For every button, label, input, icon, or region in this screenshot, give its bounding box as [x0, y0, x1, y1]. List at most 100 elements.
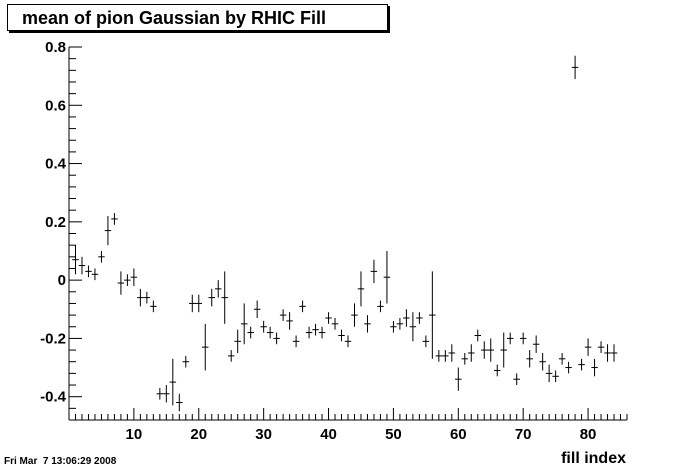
data-point [130, 268, 138, 286]
data-point [150, 300, 157, 313]
data-point [519, 332, 527, 345]
x-tick-label: 80 [580, 426, 597, 443]
data-point [124, 274, 131, 286]
data-point [214, 280, 222, 298]
x-tick-label: 40 [320, 426, 337, 443]
data-point [403, 309, 410, 327]
data-point [474, 329, 482, 342]
ticks [68, 46, 628, 421]
data-point [364, 315, 371, 333]
data-point [558, 352, 566, 365]
data-point [72, 245, 79, 275]
data-point [273, 332, 280, 345]
data-point [169, 358, 177, 406]
data-point [98, 250, 105, 263]
data-point [260, 320, 267, 333]
data-point [435, 350, 443, 362]
data-point [312, 323, 319, 336]
data-point [234, 329, 241, 353]
y-tick-label: 0.8 [45, 39, 66, 56]
data-point [545, 364, 553, 383]
data-point [539, 352, 546, 371]
data-point [208, 288, 215, 307]
data-point [506, 332, 514, 345]
data-point [597, 341, 605, 353]
data-point [455, 367, 462, 391]
data-point [286, 312, 293, 330]
data-point [565, 361, 572, 374]
y-tick-label: 0.6 [45, 97, 66, 114]
y-tick-label: -0.4 [40, 389, 67, 406]
data-point [318, 326, 326, 339]
data-point [240, 303, 248, 345]
data-point [266, 326, 274, 339]
tick-labels: 10 20 30 40 50 60 70 80 -0.4 -0.2 0 0.2 0.4 0.6 0.8 [40, 39, 596, 443]
data-point [513, 373, 520, 386]
data-point [305, 326, 313, 339]
x-tick-label: 30 [255, 426, 272, 443]
data-point [584, 338, 592, 356]
data-point [331, 318, 339, 330]
data-point [357, 271, 365, 307]
data-point [532, 335, 540, 353]
data-point [78, 256, 86, 275]
data-point [292, 335, 300, 348]
data-point [189, 294, 196, 313]
data-point [552, 370, 559, 383]
data-point [338, 329, 345, 342]
data-point [409, 312, 417, 342]
data-point [195, 294, 203, 313]
data-point [227, 350, 235, 362]
data-point [91, 268, 99, 281]
data-point [429, 271, 436, 359]
data-point [396, 318, 404, 330]
data-point [604, 344, 611, 362]
x-tick-label: 10 [126, 426, 143, 443]
data-point [377, 300, 384, 313]
data-point [416, 312, 423, 324]
data-point [247, 326, 254, 339]
chart-title: mean of pion Gaussian by RHIC Fill [22, 8, 327, 28]
data-point [182, 355, 190, 368]
data-point [487, 338, 494, 362]
axes [68, 47, 627, 421]
y-tick-label: -0.2 [40, 330, 66, 347]
data-points [72, 55, 618, 412]
data-point [442, 350, 449, 362]
y-tick-label: 0.4 [45, 156, 67, 173]
data-point [117, 271, 125, 295]
data-point [351, 303, 358, 327]
data-point [111, 213, 118, 225]
data-point [571, 55, 579, 80]
data-point [163, 385, 170, 403]
data-point [279, 309, 287, 321]
data-point [461, 352, 469, 365]
data-point [299, 300, 306, 313]
data-point [370, 259, 378, 284]
data-point [156, 387, 164, 400]
x-tick-label: 50 [385, 426, 402, 443]
data-point [383, 250, 391, 304]
data-point [610, 344, 618, 362]
x-tick-label: 20 [190, 426, 207, 443]
x-axis-title: fill index [561, 450, 626, 467]
data-point [468, 344, 475, 362]
data-point [500, 332, 507, 368]
data-point [325, 312, 332, 324]
data-point [176, 393, 183, 412]
data-point [493, 364, 501, 377]
data-point [591, 358, 598, 377]
data-point [448, 344, 456, 362]
data-point [202, 323, 209, 371]
data-point [578, 358, 585, 371]
data-point [221, 271, 228, 324]
data-point [344, 335, 352, 348]
data-point [390, 320, 397, 333]
data-point [137, 288, 144, 307]
x-tick-label: 60 [450, 426, 467, 443]
datestamp: Fri Mar 7 13:06:29 2008 [4, 456, 117, 467]
x-tick-label: 70 [515, 426, 532, 443]
data-point [526, 350, 533, 368]
data-point [481, 341, 488, 359]
